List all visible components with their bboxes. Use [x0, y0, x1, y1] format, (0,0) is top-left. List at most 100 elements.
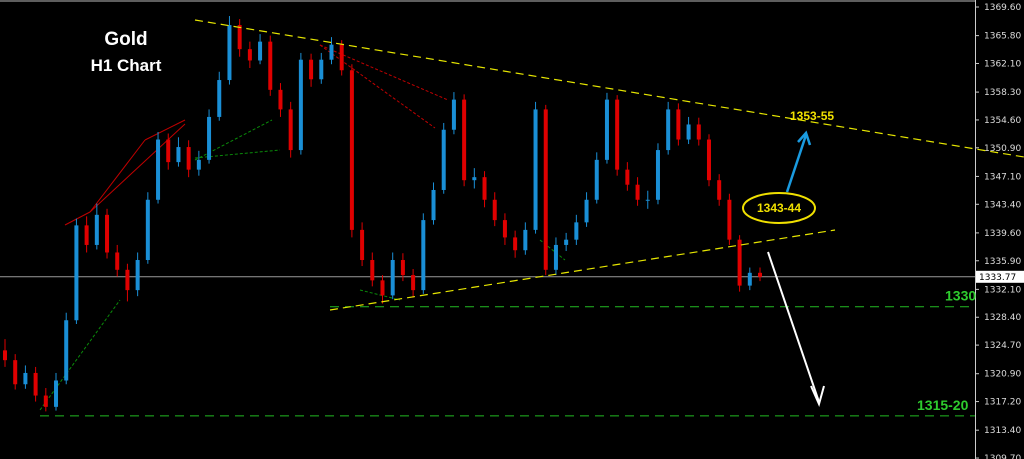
pattern-line-red — [319, 44, 436, 129]
candle-body — [166, 139, 171, 163]
upper-target-label: 1353-55 — [790, 109, 834, 123]
y-tick-label: 1320.90 — [984, 370, 1021, 380]
candle-body — [523, 229, 528, 251]
candle-body — [349, 70, 354, 230]
candle-body — [615, 99, 620, 170]
candle-body — [298, 59, 303, 151]
candle-body — [380, 280, 385, 296]
candle-body — [329, 44, 334, 60]
candle-body — [3, 350, 7, 361]
candle-body — [400, 260, 405, 276]
pattern-line-red — [319, 44, 449, 101]
candle-body — [54, 380, 59, 407]
candle-body — [666, 109, 671, 151]
candle-body — [13, 360, 18, 385]
pattern-line-green — [194, 119, 273, 161]
candle-body — [258, 41, 263, 61]
candle-body — [43, 395, 48, 407]
candle-body — [676, 109, 681, 140]
y-tick-label: 1369.60 — [984, 3, 1021, 13]
candle-body — [584, 199, 589, 223]
support-level-label: 1330 — [945, 288, 976, 304]
y-tick-label: 1365.80 — [984, 32, 1021, 42]
y-tick-label: 1335.90 — [984, 257, 1021, 267]
bearish-arrow-head-icon — [810, 385, 825, 407]
pattern-line-green — [359, 289, 401, 301]
candle-body — [482, 177, 487, 200]
candle-body — [33, 372, 38, 396]
upper-trendline — [194, 19, 1024, 158]
candle-body — [594, 159, 599, 200]
candle-body — [156, 139, 161, 200]
y-tick-label: 1309.70 — [984, 454, 1021, 459]
candle-body — [431, 189, 436, 221]
candle-body — [268, 41, 273, 90]
pattern-line-red — [144, 119, 186, 141]
candle-body — [492, 199, 497, 221]
bullish-arrow-icon — [785, 134, 808, 193]
candle-body — [186, 147, 191, 170]
y-tick-label: 1347.10 — [984, 172, 1021, 182]
candle-body — [115, 252, 120, 270]
candle-body — [278, 89, 283, 110]
y-tick-label: 1324.70 — [984, 341, 1021, 351]
y-tick-label: 1332.10 — [984, 285, 1021, 295]
candle-body — [105, 214, 110, 253]
candle-body — [747, 272, 752, 286]
breakout-zone-ellipse — [742, 192, 816, 224]
candle-body — [543, 109, 548, 270]
candle-body — [717, 180, 722, 200]
bullish-arrow-head-icon — [797, 130, 812, 146]
candle-body — [727, 199, 732, 240]
candle-body — [135, 260, 140, 291]
candle-body — [686, 124, 691, 140]
candle-body — [23, 372, 28, 385]
candle-body — [360, 229, 365, 261]
candle-body — [451, 99, 456, 130]
candle-body — [553, 244, 558, 270]
candle-body — [288, 109, 293, 151]
support-level-label: 1315-20 — [917, 397, 969, 413]
candle-body — [176, 147, 181, 163]
candle-body — [421, 220, 426, 291]
y-tick-label: 1328.40 — [984, 313, 1021, 323]
y-tick-label: 1343.40 — [984, 200, 1021, 210]
pattern-line-red — [89, 123, 186, 213]
pattern-line-green — [39, 299, 121, 411]
chart-subtitle: H1 Chart — [90, 56, 162, 75]
candle-body — [64, 320, 69, 381]
lower-trendline — [329, 229, 836, 311]
candle-body — [94, 214, 99, 245]
candle-body — [604, 99, 609, 160]
y-tick-label: 1313.40 — [984, 426, 1021, 436]
candle-body — [564, 239, 569, 245]
pattern-line-red — [64, 211, 91, 226]
candle-body — [125, 269, 130, 291]
candle-body — [74, 225, 79, 321]
candle-body — [645, 199, 650, 201]
y-tick-label: 1317.20 — [984, 398, 1021, 408]
pattern-line-green — [194, 149, 281, 159]
bearish-arrow-icon — [767, 251, 820, 403]
candle-body — [217, 80, 222, 117]
candle-body — [462, 99, 467, 181]
candle-body — [145, 199, 150, 261]
candle-body — [227, 25, 232, 81]
candle-body — [207, 116, 212, 160]
candle-body — [737, 239, 742, 286]
candle-body — [625, 169, 630, 185]
candle-body — [411, 275, 416, 291]
y-tick-label: 1354.60 — [984, 116, 1021, 126]
candle-body — [655, 150, 660, 200]
candle-body — [309, 59, 314, 80]
candle-body — [84, 225, 89, 245]
candle-body — [472, 177, 477, 181]
chart-title: Gold — [104, 29, 148, 50]
candle-body — [696, 124, 701, 140]
candle-body — [513, 237, 518, 251]
candle-body — [247, 49, 252, 61]
candle-body — [390, 260, 395, 296]
y-tick-label: 1362.10 — [984, 59, 1021, 69]
